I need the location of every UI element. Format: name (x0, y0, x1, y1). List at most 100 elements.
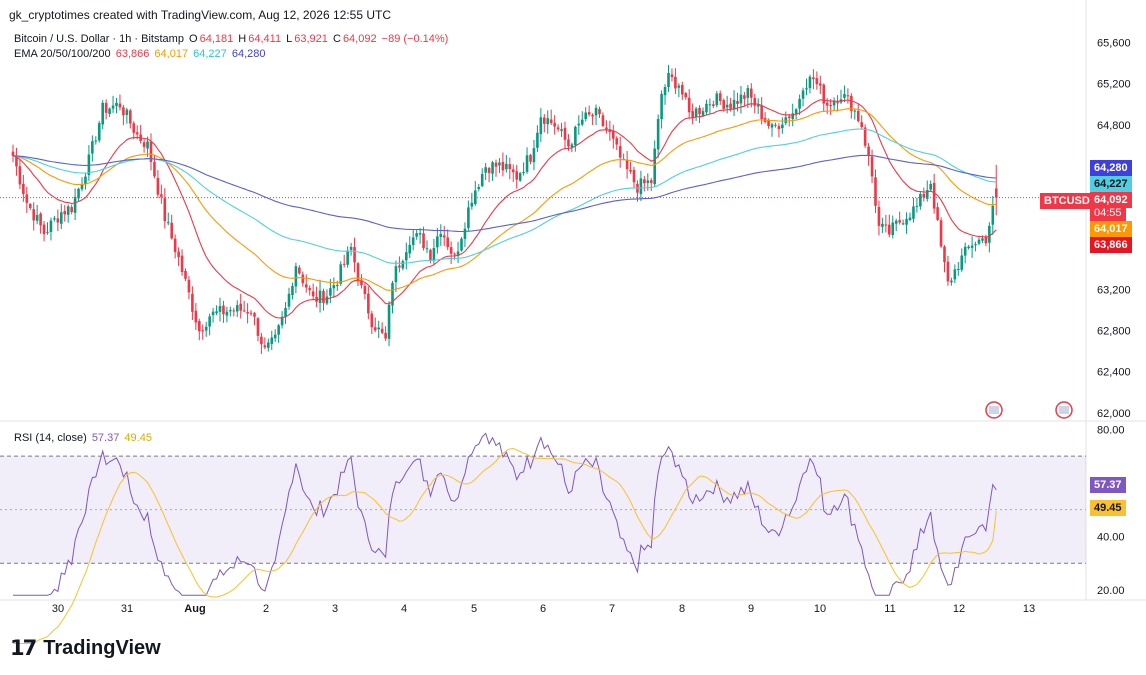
candle-body (118, 103, 122, 108)
candle-body (294, 266, 298, 287)
candle-body (846, 95, 850, 97)
candle-body (660, 93, 663, 120)
candle-body (129, 110, 132, 124)
candle-body (370, 313, 374, 328)
candle-body (160, 194, 163, 197)
candle-body (49, 220, 53, 232)
candle-body (994, 188, 998, 198)
candle-body (598, 109, 601, 115)
candle-body (736, 100, 739, 104)
time-axis-tick: 9 (748, 603, 754, 615)
candle-body (701, 111, 705, 116)
rsi-label[interactable]: RSI (14, close) (14, 432, 87, 444)
candle-body (387, 304, 391, 339)
candle-body (629, 169, 632, 172)
candle-body (984, 237, 988, 244)
time-axis-tick: 31 (121, 603, 133, 615)
candle-body (191, 293, 194, 312)
ema-legend: EMA 20/50/100/200 63,866 64,017 64,227 6… (14, 48, 268, 60)
candle-body (618, 146, 622, 158)
symbol-price-tag[interactable]: BTCUSD (1040, 193, 1094, 209)
ema200-line (12, 154, 997, 233)
candle-body (694, 108, 698, 118)
candle-body (884, 224, 888, 226)
candle-body (201, 330, 205, 332)
candle-body (487, 168, 491, 174)
candle-body (367, 293, 370, 314)
us-event-flag-icon (1059, 406, 1069, 414)
rsi-axis-tick: 80.00 (1097, 424, 1125, 436)
candle-body (170, 222, 173, 239)
ema-label[interactable]: EMA 20/50/100/200 (14, 48, 111, 60)
candle-body (229, 310, 232, 312)
time-axis-tick: 7 (609, 603, 615, 615)
candle-body (970, 245, 974, 248)
candle-body (25, 194, 29, 203)
candle-body (825, 102, 829, 106)
candle-body (18, 166, 22, 185)
candle-body (60, 212, 63, 224)
candle-body (401, 261, 405, 269)
candle-body (218, 306, 222, 312)
candle-body (115, 102, 118, 107)
candle-body (322, 290, 325, 303)
candle-body (898, 220, 901, 223)
candle-body (794, 109, 798, 114)
candle-body (932, 182, 936, 209)
candle-body (329, 288, 332, 296)
candle-body (601, 115, 605, 127)
candle-body (173, 238, 177, 253)
candle-body (111, 105, 115, 109)
candle-body (356, 263, 360, 282)
candle-body (384, 332, 387, 339)
candle-body (166, 222, 170, 224)
candle-body (215, 311, 218, 314)
candle-body (801, 90, 805, 99)
candle-body (480, 173, 484, 187)
candle-body (287, 293, 291, 307)
candle-body (674, 76, 677, 89)
open-value: 64,181 (199, 33, 234, 45)
candle-body (94, 140, 98, 142)
candle-body (888, 224, 891, 235)
candle-body (649, 180, 653, 183)
candle-body (522, 172, 525, 174)
candle-body (594, 107, 598, 116)
candle-body (912, 206, 915, 219)
candle-body (184, 270, 187, 279)
symbol-name[interactable]: Bitcoin / U.S. Dollar · 1h · Bitstamp (14, 33, 184, 45)
candle-body (222, 305, 225, 315)
tradingview-wordmark: TradingView (43, 636, 161, 659)
candle-body (815, 78, 819, 85)
candle-body (784, 117, 788, 124)
candle-body (853, 110, 857, 112)
candle-body (277, 325, 280, 335)
tradingview-logo[interactable]: 17 TradingView (10, 636, 161, 660)
ema20-line (12, 99, 997, 319)
candle-body (336, 285, 339, 287)
candle-body (284, 307, 287, 317)
candle-body (342, 263, 346, 265)
candle-body (515, 171, 518, 180)
candle-body (97, 123, 101, 141)
candle-body (436, 236, 439, 248)
candle-body (273, 334, 277, 339)
time-axis-tick: 2 (263, 603, 269, 615)
candle-body (988, 225, 991, 243)
time-axis-tick: 6 (540, 603, 546, 615)
candle-body (543, 117, 546, 124)
candle-body (156, 177, 160, 195)
candle-body (32, 209, 35, 221)
candle-body (380, 328, 384, 333)
candle-body (894, 220, 898, 224)
time-axis-tick: 13 (1023, 603, 1035, 615)
candle-body (812, 77, 815, 80)
candle-body (856, 110, 860, 122)
ema50-line (12, 108, 997, 291)
candle-body (774, 124, 777, 126)
candle-body (53, 218, 56, 220)
candle-body (187, 279, 191, 293)
candle-body (91, 141, 94, 154)
